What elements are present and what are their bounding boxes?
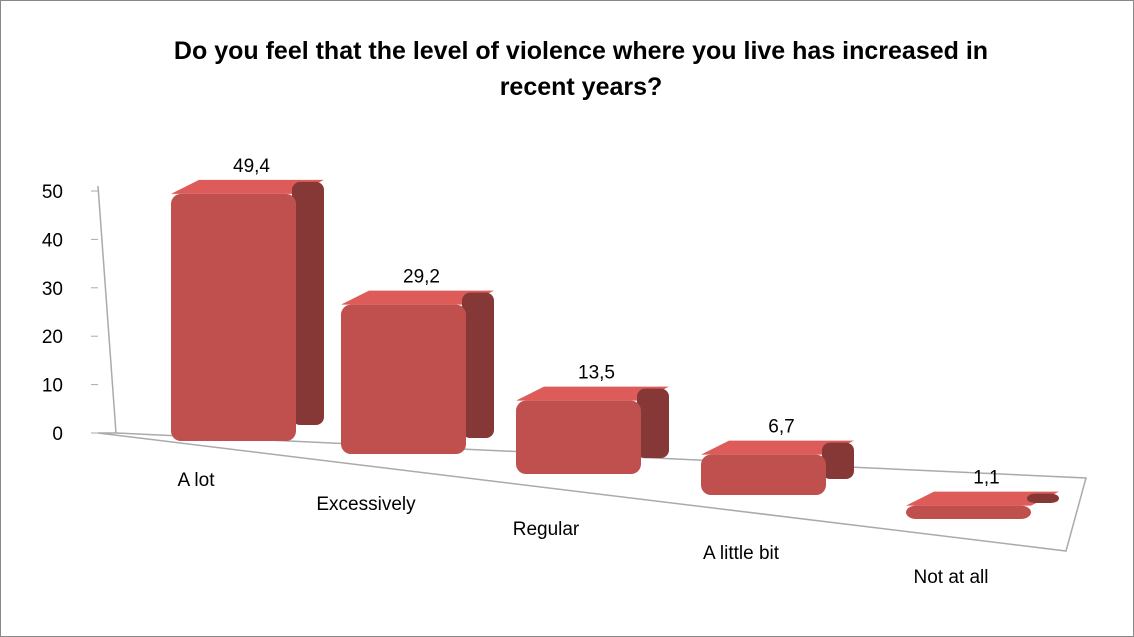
bar — [171, 193, 296, 441]
bar-side — [462, 292, 494, 438]
bar-side — [1027, 493, 1059, 503]
x-tick-label: A lot — [178, 470, 216, 491]
y-tick-label: 10 — [42, 376, 63, 397]
bar — [906, 505, 1031, 519]
x-tick-label: Regular — [513, 519, 580, 540]
value-label: 13,5 — [578, 363, 615, 384]
bar-side — [292, 181, 324, 425]
bar-side — [637, 388, 669, 458]
bar-top — [171, 179, 324, 194]
y-tick-label: 30 — [42, 279, 63, 300]
bar-top — [906, 491, 1059, 506]
x-tick-label: Excessively — [316, 494, 416, 515]
value-label: 49,4 — [233, 156, 270, 177]
x-tick-label: Not at all — [914, 567, 989, 588]
y-tick-label: 40 — [42, 230, 63, 251]
x-tick-label: A little bit — [703, 543, 780, 564]
chart-title: Do you feel that the level of violence w… — [173, 37, 989, 101]
bar — [701, 454, 826, 495]
bar-top — [341, 290, 494, 305]
y-tick-label: 50 — [42, 182, 63, 203]
y-axis — [97, 185, 117, 434]
y-tick-label: 20 — [42, 327, 63, 348]
y-tick-label: 0 — [52, 424, 63, 445]
bar-top — [701, 440, 854, 455]
bar — [341, 304, 466, 454]
bar — [516, 400, 641, 474]
bar-side — [822, 442, 854, 479]
value-label: 1,1 — [973, 468, 999, 489]
bar-top — [516, 386, 669, 401]
value-label: 6,7 — [768, 417, 794, 438]
value-label: 29,2 — [403, 267, 440, 288]
